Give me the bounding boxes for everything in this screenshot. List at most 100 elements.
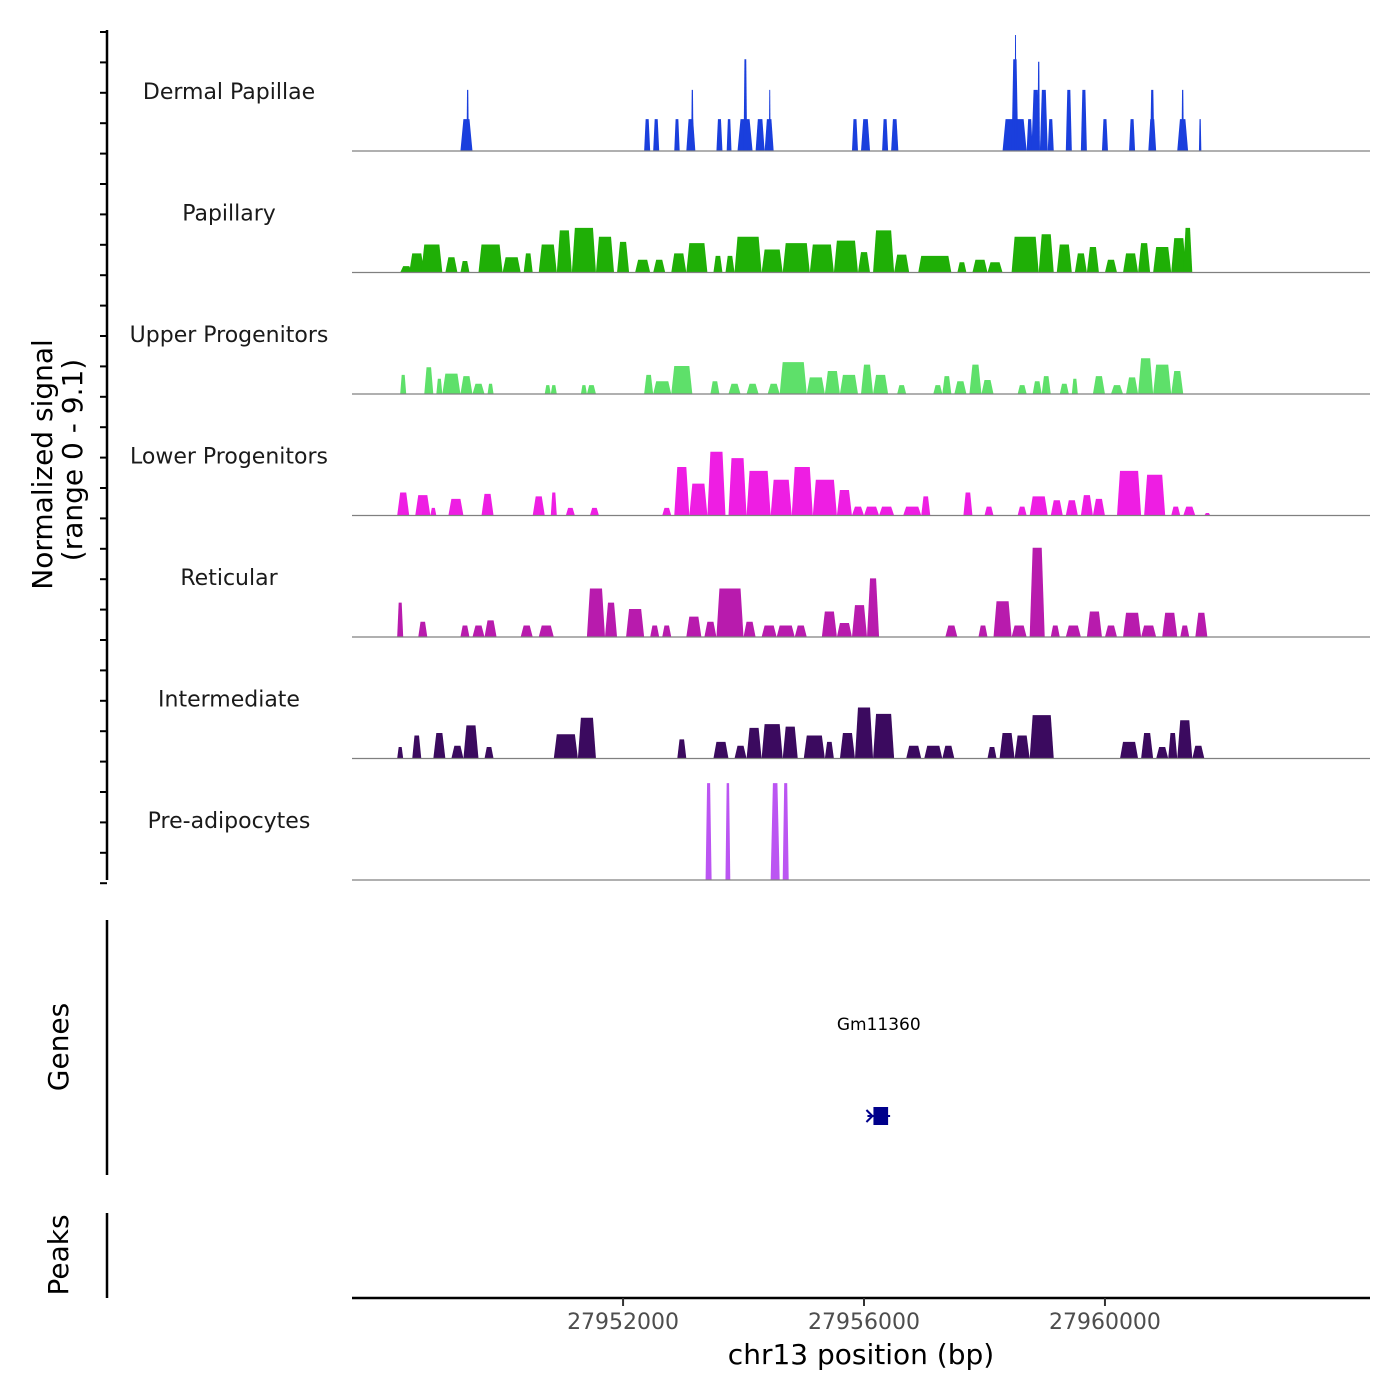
signal-peak [1192, 745, 1205, 759]
signal-peak [743, 59, 748, 151]
signal-peak [725, 255, 735, 273]
signal-peak [761, 724, 783, 759]
signal-peak [918, 255, 952, 273]
signal-peak [1026, 119, 1033, 151]
signal-peak [839, 374, 858, 394]
signal-peak [1162, 612, 1178, 637]
signal-peak [1104, 625, 1118, 637]
signal-peak [463, 725, 479, 759]
signal-peak [768, 89, 771, 151]
signal-peak [957, 262, 967, 273]
signal-peak [1156, 747, 1169, 759]
signal-peak [1065, 500, 1078, 516]
signal-peak [397, 492, 410, 516]
signal-peak [705, 783, 712, 880]
signal-peak [484, 747, 494, 759]
signal-peak [1183, 227, 1193, 273]
signal-peak [833, 240, 858, 273]
signal-peak [1183, 506, 1196, 516]
signal-peak [487, 383, 494, 394]
signal-peak [445, 257, 458, 273]
signal-peak [1080, 495, 1093, 516]
signal-peak [538, 625, 554, 637]
signal-peak [1039, 89, 1048, 151]
signal-peak [942, 745, 955, 759]
signal-peak [767, 383, 780, 394]
signal-peak [770, 479, 792, 516]
signal-peak [857, 252, 871, 273]
signal-peak [577, 717, 596, 759]
signal-peak [746, 470, 771, 516]
track-pre-adipocytes: Pre-adipocytes [148, 783, 1370, 881]
signal-peak [662, 507, 672, 516]
signal-peak [906, 745, 922, 759]
signal-peak [589, 507, 599, 516]
signal-peak [776, 625, 795, 637]
signal-peak [460, 119, 473, 151]
signal-peak [1129, 119, 1136, 151]
signal-peak [400, 374, 407, 394]
signal-peak [409, 253, 425, 273]
track-dermal-papillae: Dermal Papillae [143, 35, 1370, 152]
signal-peak [1038, 234, 1054, 273]
signal-peak [472, 625, 485, 637]
signal-panel: Dermal Papillae Papillary Upper Progenitor… [26, 30, 1370, 885]
signal-peak [824, 371, 840, 394]
x-axis: 27952000 27956000 27960000 chr13 position … [352, 1296, 1370, 1371]
signal-peak [653, 381, 672, 394]
signal-peak [430, 507, 437, 516]
signal-peak [653, 259, 666, 273]
signal-peak [1150, 89, 1155, 151]
signal-peak [502, 257, 521, 273]
signal-axis-title-line1: Normalized signal [26, 339, 59, 590]
signal-peak [538, 244, 557, 273]
signal-peak [421, 244, 443, 273]
signal-peak [650, 625, 660, 637]
signal-peak [824, 741, 834, 759]
signal-peak [412, 735, 422, 759]
signal-peak [1126, 377, 1139, 394]
signal-peak [993, 601, 1012, 637]
track-label: Reticular [180, 566, 278, 591]
signal-peak [481, 493, 494, 516]
signal-peak [1086, 247, 1099, 273]
signal-peak [933, 385, 943, 394]
signal-peak [433, 733, 446, 759]
signal-peak [604, 602, 618, 637]
signal-peak [999, 733, 1015, 759]
signal-peak [851, 605, 868, 637]
track-layer: Dermal Papillae Papillary Upper Progenitor… [130, 35, 1370, 881]
signal-peak [981, 379, 994, 394]
signal-peak [861, 364, 874, 394]
signal-peak [1204, 512, 1211, 516]
signal-peak [812, 479, 837, 516]
signal-peak [1014, 735, 1030, 759]
gene-exon [873, 1107, 889, 1125]
signal-peak [794, 625, 807, 637]
signal-peak [704, 621, 717, 637]
signal-peak [1011, 625, 1027, 637]
signal-peak [734, 745, 747, 759]
signal-peak [861, 119, 871, 151]
signal-peak [617, 241, 630, 273]
signal-peak [635, 259, 651, 273]
signal-peak [586, 588, 605, 637]
signal-peak [1104, 259, 1118, 273]
signal-peak [1180, 625, 1190, 637]
signal-peak [978, 625, 988, 637]
genes-panel: Genes Gm11360 [42, 920, 921, 1175]
track-lower-progenitors: Lower Progenitors [130, 445, 1370, 517]
signal-peak [1071, 378, 1078, 394]
signal-peak [689, 483, 708, 516]
signal-peak [1092, 376, 1105, 394]
signal-peak [677, 739, 687, 759]
signal-peak [921, 496, 931, 516]
signal-peak [595, 236, 615, 273]
signal-peak [1171, 371, 1184, 394]
signal-peak [728, 458, 747, 516]
signal-peak [782, 726, 798, 759]
signal-peak [1017, 506, 1027, 516]
signal-peak [942, 376, 952, 394]
signal-peak [1017, 385, 1027, 394]
